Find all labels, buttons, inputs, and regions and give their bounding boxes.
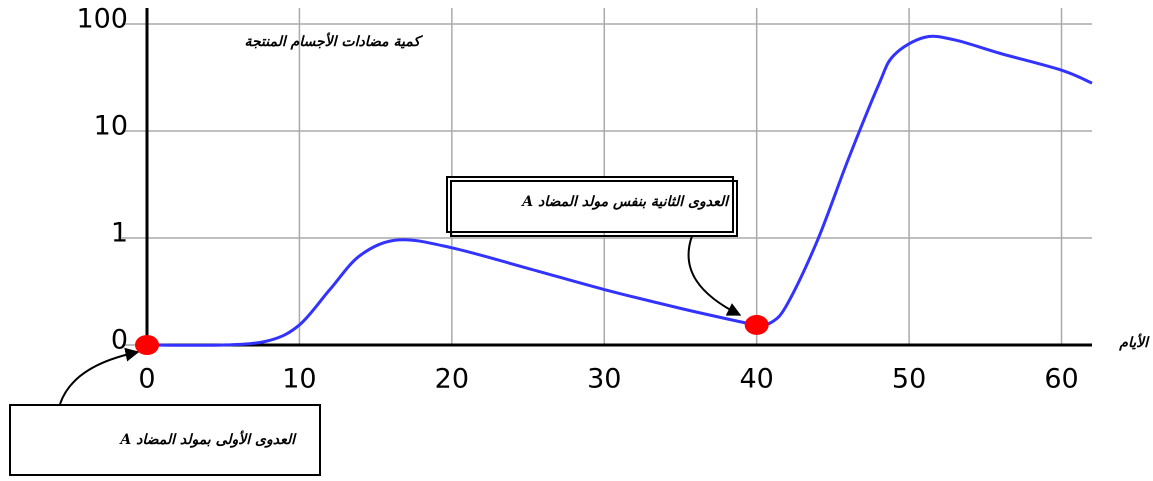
marker [744, 314, 769, 335]
annotation-box [446, 176, 734, 233]
marker [135, 335, 159, 355]
x-tick-label: 30 [587, 364, 621, 395]
x-tick-label: 40 [739, 364, 773, 395]
y-tick-label: 100 [76, 4, 128, 35]
annotation: العدوى الثانية بنفس مولد المضاد A [520, 194, 730, 210]
annotation-box [9, 404, 321, 476]
arrow [59, 347, 140, 405]
y-tick-label: 1 [111, 218, 128, 249]
x-tick-label: 60 [1044, 364, 1078, 395]
x-tick-label: 20 [435, 364, 469, 395]
arrow [687, 235, 742, 316]
x-tick-label: 10 [282, 364, 316, 395]
x-tick-label: 50 [892, 364, 926, 395]
y-tick-label: 0 [111, 325, 128, 356]
y-axis-label: كمية مضادات الأجسام المنتجة [244, 32, 423, 50]
annotation: العدوى الأولى بمولد المضاد A [118, 430, 297, 448]
y-tick-label: 10 [94, 111, 128, 142]
annotation-box-shadow [450, 180, 738, 237]
x-axis-label: الأيام [1118, 333, 1150, 351]
x-tick-label: 0 [138, 364, 155, 395]
